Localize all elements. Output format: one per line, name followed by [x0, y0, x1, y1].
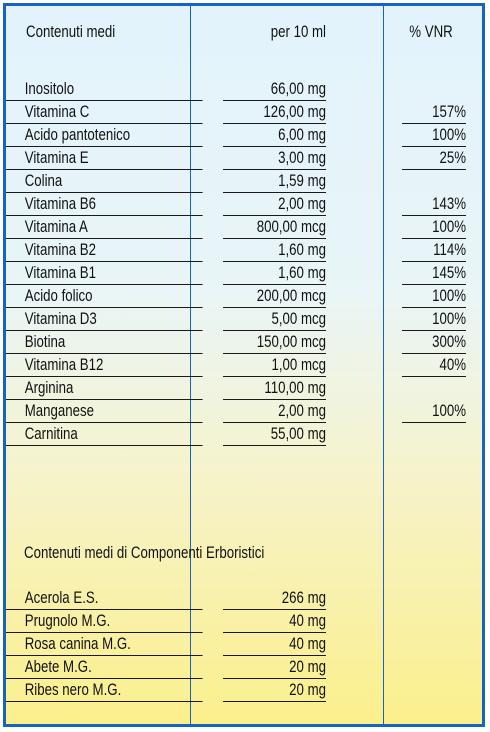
nutrient-vnr: 100% — [402, 215, 466, 239]
nutrient-name: Vitamina B12 — [6, 353, 203, 377]
nutrient-vnr: 100% — [402, 399, 466, 423]
nutrient-vnr: 40% — [402, 353, 466, 377]
nutrition-table: Contenuti medi per 10 ml % VNR Inositolo… — [3, 3, 485, 727]
nutrient-name: Vitamina A — [6, 215, 203, 239]
nutrient-amount: 55,00 mg — [223, 422, 326, 446]
nutrient-name: Carnitina — [6, 422, 203, 446]
column-divider — [383, 6, 384, 724]
nutrient-name: Acido pantotenico — [6, 123, 203, 147]
herbal-section-title: Contenuti medi di Componenti Erboristici — [24, 543, 265, 562]
nutrient-amount: 2,00 mg — [223, 192, 326, 216]
header-vnr: % VNR — [409, 22, 453, 41]
nutrient-name: Vitamina B2 — [6, 238, 203, 262]
nutrient-amount: 66,00 mg — [223, 77, 326, 101]
nutrient-vnr: 157% — [402, 100, 466, 124]
nutrient-name: Vitamina B1 — [6, 261, 203, 285]
herbal-name: Abete M.G. — [6, 655, 203, 679]
nutrient-name: Vitamina E — [6, 146, 203, 170]
nutrient-vnr: 114% — [402, 238, 466, 262]
nutrient-name: Vitamina C — [6, 100, 203, 124]
herbal-amount: 20 mg — [223, 678, 326, 702]
nutrient-name: Manganese — [6, 399, 203, 423]
nutrient-amount: 6,00 mg — [223, 123, 326, 147]
nutrient-amount: 200,00 mcg — [223, 284, 326, 308]
nutrient-amount: 126,00 mg — [223, 100, 326, 124]
nutrient-vnr: 100% — [402, 123, 466, 147]
nutrient-name: Biotina — [6, 330, 203, 354]
nutrient-amount: 1,60 mg — [223, 261, 326, 285]
nutrient-vnr: 25% — [402, 146, 466, 170]
herbal-amount: 266 mg — [223, 586, 326, 610]
nutrient-name: Vitamina D3 — [6, 307, 203, 331]
nutrient-amount: 1,00 mcg — [223, 353, 326, 377]
nutrient-amount: 3,00 mg — [223, 146, 326, 170]
nutrient-vnr: 100% — [402, 307, 466, 331]
nutrient-amount: 110,00 mg — [223, 376, 326, 400]
nutrient-name: Vitamina B6 — [6, 192, 203, 216]
nutrient-vnr: 143% — [402, 192, 466, 216]
nutrient-vnr: 100% — [402, 284, 466, 308]
nutrient-name: Arginina — [6, 376, 203, 400]
nutrient-amount: 150,00 mcg — [223, 330, 326, 354]
nutrient-name: Acido folico — [6, 284, 203, 308]
herbal-amount: 20 mg — [223, 655, 326, 679]
nutrient-amount: 5,00 mcg — [223, 307, 326, 331]
nutrient-amount: 1,59 mg — [223, 169, 326, 193]
nutrient-name: Colina — [6, 169, 203, 193]
header-contenuti-medi: Contenuti medi — [26, 22, 116, 41]
herbal-name: Rosa canina M.G. — [6, 632, 203, 656]
column-divider — [190, 6, 191, 724]
header-per-10-ml: per 10 ml — [270, 22, 326, 41]
nutrient-amount: 2,00 mg — [223, 399, 326, 423]
herbal-name: Prugnolo M.G. — [6, 609, 203, 633]
herbal-amount: 40 mg — [223, 632, 326, 656]
nutrient-amount: 800,00 mcg — [223, 215, 326, 239]
herbal-name: Acerola E.S. — [6, 586, 203, 610]
nutrient-name: Inositolo — [6, 77, 203, 101]
nutrient-amount: 1,60 mg — [223, 238, 326, 262]
nutrient-vnr: 145% — [402, 261, 466, 285]
nutrient-vnr: 300% — [402, 330, 466, 354]
herbal-amount: 40 mg — [223, 609, 326, 633]
herbal-name: Ribes nero M.G. — [6, 678, 203, 702]
